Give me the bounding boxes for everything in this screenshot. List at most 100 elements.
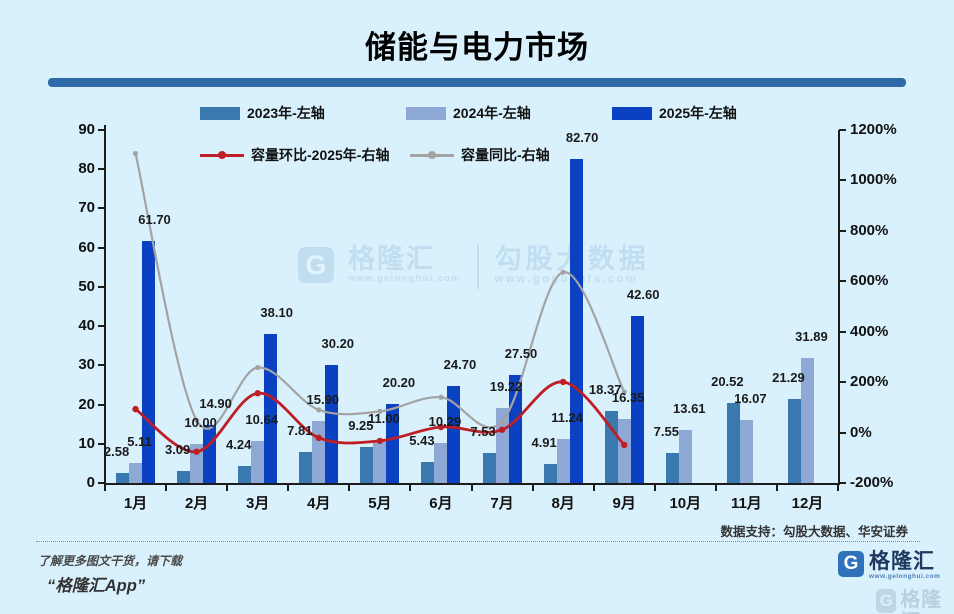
x-axis-tick bbox=[470, 485, 473, 491]
bar-2025年-2月 bbox=[203, 424, 217, 483]
bar-value-label: 82.70 bbox=[565, 129, 599, 145]
left-axis-tick bbox=[98, 482, 105, 484]
bar-2025年-9月 bbox=[630, 315, 644, 483]
bar-2023年-4月 bbox=[299, 452, 313, 483]
gelonghui-logo: G 格隆汇 www.gelonghui.com bbox=[838, 551, 940, 580]
gelonghui-logo-icon: G bbox=[838, 551, 864, 577]
bar-2023年-12月 bbox=[787, 399, 801, 483]
x-axis-label: 11月 bbox=[730, 495, 762, 512]
x-axis-label: 10月 bbox=[669, 495, 702, 512]
x-axis-line bbox=[103, 483, 840, 485]
bar-2023年-5月 bbox=[360, 446, 374, 483]
x-axis-label: 9月 bbox=[612, 495, 636, 512]
legend-label-2025: 2025年-左轴 bbox=[659, 105, 737, 121]
bar-2024年-1月 bbox=[129, 462, 143, 483]
x-axis-tick bbox=[104, 485, 106, 491]
right-axis-tick bbox=[839, 280, 846, 283]
x-axis-tick bbox=[287, 485, 290, 491]
line-marker-mom bbox=[132, 405, 139, 413]
bar-value-label: 38.10 bbox=[260, 304, 293, 320]
data-source-note: 数据支持：勾股大数据、华安证券 bbox=[720, 525, 908, 539]
bar-value-label: 27.50 bbox=[504, 346, 538, 362]
left-axis-tick bbox=[98, 285, 105, 288]
bar-value-label: 5.11 bbox=[127, 433, 152, 449]
bar-value-label: 20.20 bbox=[382, 374, 416, 390]
legend-swatch-2024 bbox=[406, 106, 446, 120]
left-axis-tick bbox=[98, 364, 105, 367]
promo-text: 了解更多图文干货，请下载 bbox=[38, 554, 183, 568]
left-axis-tick-label: 60 bbox=[78, 238, 95, 256]
left-axis-tick-label: 40 bbox=[78, 317, 95, 335]
right-axis-tick bbox=[839, 179, 846, 182]
left-axis-tick-label: 10 bbox=[78, 434, 95, 452]
gelonghui-logo-text-block: 格隆汇 www.gelonghui.com bbox=[869, 550, 941, 581]
bar-value-label: 10.64 bbox=[245, 412, 278, 428]
gelonghui-logo-watermark: G 格隆汇 bbox=[876, 589, 954, 614]
bar-2023年-8月 bbox=[543, 463, 557, 483]
left-axis-line bbox=[103, 125, 106, 485]
app-name-text: “格隆汇App” bbox=[47, 577, 146, 595]
bar-2025年-8月 bbox=[569, 158, 583, 483]
right-axis-tick bbox=[839, 129, 846, 131]
x-axis-tick bbox=[714, 485, 717, 491]
x-axis-tick bbox=[592, 485, 595, 491]
legend-swatch-2025 bbox=[612, 106, 652, 120]
left-axis-tick bbox=[98, 168, 105, 171]
legend-label-mom: 容量环比-2025年-右轴 bbox=[251, 147, 390, 163]
right-axis-tick-label: 0% bbox=[850, 423, 872, 441]
bar-2023年-10月 bbox=[665, 453, 679, 483]
left-axis-tick bbox=[98, 207, 105, 210]
x-axis-label: 7月 bbox=[490, 495, 514, 512]
x-axis-label: 1月 bbox=[123, 495, 148, 512]
bar-value-label: 10.00 bbox=[184, 414, 217, 430]
bar-2023年-9月 bbox=[604, 410, 618, 483]
x-axis-label: 3月 bbox=[246, 495, 270, 512]
bar-value-label: 2.58 bbox=[103, 443, 130, 459]
bar-2023年-2月 bbox=[177, 470, 191, 483]
left-axis-tick-label: 30 bbox=[78, 356, 95, 374]
right-axis-tick bbox=[839, 330, 846, 333]
x-axis-tick bbox=[775, 485, 778, 491]
bar-value-label: 30.20 bbox=[321, 335, 355, 351]
right-axis-tick-label: 400% bbox=[850, 322, 889, 340]
watermark-separator bbox=[476, 245, 479, 289]
x-axis-tick bbox=[165, 485, 168, 491]
x-axis-tick bbox=[226, 485, 229, 491]
bar-value-label: 4.91 bbox=[531, 434, 557, 450]
left-axis-tick-label: 50 bbox=[78, 277, 95, 295]
bar-value-label: 13.61 bbox=[673, 400, 706, 416]
gelonghui-logo-icon: G bbox=[298, 247, 334, 283]
bar-value-label: 42.60 bbox=[626, 286, 660, 302]
right-axis-tick bbox=[839, 381, 846, 384]
left-axis-tick-label: 20 bbox=[78, 395, 95, 413]
right-axis-tick-label: 200% bbox=[850, 373, 889, 391]
line-marker-yoy bbox=[132, 150, 139, 157]
x-axis-label: 5月 bbox=[368, 495, 392, 512]
bar-value-label: 19.22 bbox=[489, 378, 523, 394]
left-axis-tick-label: 90 bbox=[78, 121, 95, 138]
left-axis-tick-label: 80 bbox=[78, 160, 95, 178]
line-marker-yoy bbox=[255, 364, 261, 371]
legend-label-yoy: 容量同比-右轴 bbox=[461, 147, 550, 163]
left-axis-tick bbox=[98, 442, 105, 445]
bar-value-label: 21.29 bbox=[772, 370, 805, 386]
line-marker-mom bbox=[254, 390, 261, 397]
bar-2024年-6月 bbox=[434, 442, 448, 483]
x-axis-label: 8月 bbox=[551, 495, 575, 512]
bar-2023年-6月 bbox=[421, 461, 435, 483]
x-axis-tick bbox=[409, 485, 412, 491]
bar-2024年-9月 bbox=[617, 418, 631, 483]
x-axis-label: 4月 bbox=[307, 495, 331, 512]
right-axis-tick bbox=[839, 229, 846, 232]
bar-value-label: 11.00 bbox=[367, 410, 400, 426]
right-axis-line bbox=[837, 130, 840, 485]
legend-item-2025: 2025年-左轴 bbox=[612, 105, 737, 121]
legend-line-swatch-yoy bbox=[410, 149, 454, 162]
legend-item-2024: 2024年-左轴 bbox=[406, 105, 531, 121]
line-marker-yoy bbox=[438, 394, 444, 400]
bar-2024年-2月 bbox=[190, 443, 204, 483]
legend-label-2023: 2023年-左轴 bbox=[247, 105, 325, 121]
watermark-gelonghui: 格隆汇 www.gelonghui.com bbox=[348, 244, 461, 283]
legend-swatch-2023 bbox=[200, 106, 240, 120]
x-axis-tick bbox=[531, 485, 534, 491]
